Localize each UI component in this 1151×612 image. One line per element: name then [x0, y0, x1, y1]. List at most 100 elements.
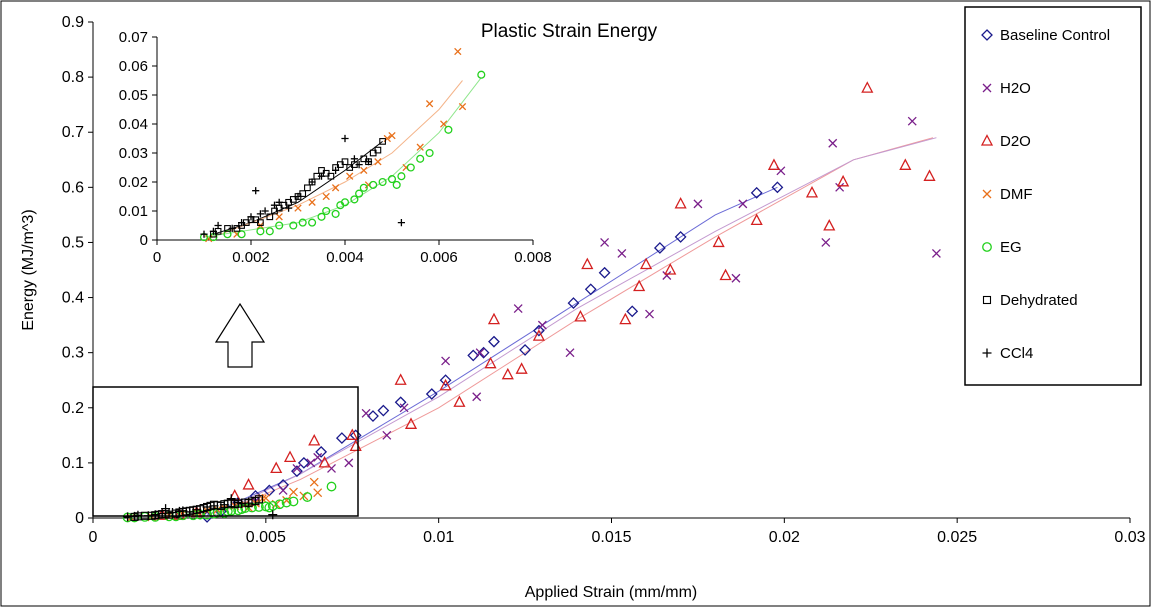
point-baseline-control [488, 335, 500, 348]
y-tick-label: 0.04 [119, 116, 148, 133]
legend-item-h2o: H2O [982, 80, 1031, 97]
point-eg [274, 499, 285, 510]
legend-marker-baseline-control [981, 29, 993, 41]
point-baseline-control [477, 346, 490, 359]
y-tick-label: 0.4 [62, 290, 84, 307]
inset-point-eg [331, 209, 340, 218]
inset-point-ccl4 [252, 187, 260, 195]
point-h2o [931, 249, 941, 258]
point-baseline-control [394, 396, 407, 409]
x-tick-label: 0 [153, 249, 161, 266]
y-tick-label: 0.5 [62, 234, 84, 251]
inset-point-dmf [425, 100, 434, 108]
point-h2o [835, 182, 845, 192]
x-tick-label: 0.015 [591, 529, 631, 546]
point-h2o [617, 249, 627, 258]
inset-point-eg [359, 183, 368, 192]
point-ccl4 [209, 501, 219, 511]
point-d2o [308, 433, 321, 446]
point-d2o [633, 279, 646, 292]
inset-point-ccl4 [261, 207, 269, 215]
point-h2o [821, 237, 831, 247]
inset-point-ccl4 [294, 192, 302, 201]
inset-point-dmf [346, 172, 354, 180]
point-baseline-control [335, 432, 348, 445]
x-axis-label: Applied Strain (mm/mm) [525, 584, 697, 601]
point-d2o [453, 395, 466, 407]
inset-point-dehydrated [304, 184, 311, 192]
y-tick-label: 0.7 [62, 124, 84, 141]
point-eg [302, 492, 313, 502]
point-dmf [289, 487, 298, 497]
point-baseline-control [425, 388, 438, 400]
point-baseline-control [653, 242, 666, 254]
legend-label: Dehydrated [1000, 292, 1078, 309]
point-h2o [475, 348, 485, 358]
point-ccl4 [150, 510, 160, 520]
point-d2o [861, 81, 874, 93]
inset-point-ccl4 [238, 219, 246, 227]
inset-point-ccl4 [228, 224, 236, 232]
point-ccl4 [133, 510, 143, 520]
legend-label: H2O [1000, 80, 1031, 97]
inset-point-eg [256, 227, 265, 236]
y-tick-label: 0.07 [119, 29, 148, 46]
x-tick-label: 0.01 [423, 529, 454, 546]
point-baseline-control [598, 266, 611, 279]
point-ccl4 [268, 510, 278, 520]
point-dmf [309, 477, 319, 487]
point-h2o [662, 271, 672, 280]
legend-label: DMF [1000, 186, 1033, 203]
inset-point-ccl4 [397, 219, 405, 227]
inset-point-dmf [360, 166, 368, 175]
point-h2o [600, 237, 610, 247]
legend-item-ccl4: CCl4 [982, 345, 1033, 362]
point-d2o [899, 158, 912, 170]
point-eg [267, 500, 278, 511]
main-y-ticks: 0 0.1 0.2 0.3 0.4 0.5 0.6 0.7 0.8 0.9 [62, 14, 93, 527]
legend-label: CCl4 [1000, 345, 1033, 362]
point-baseline-control [291, 465, 303, 478]
inset-point-eg [298, 218, 307, 227]
inset-point-ccl4 [270, 201, 279, 209]
inset-point-ccl4 [350, 155, 358, 163]
point-d2o [750, 213, 763, 226]
inset-x-ticks: 0 0.002 0.004 0.006 0.008 [153, 240, 552, 266]
legend-marker-ccl4 [982, 348, 992, 358]
point-h2o [399, 403, 409, 413]
inset-point-eg [444, 125, 453, 134]
inset-point-dehydrated [299, 190, 307, 197]
point-h2o [731, 273, 741, 283]
point-h2o [537, 320, 547, 330]
inset-point-ccl4 [209, 227, 217, 235]
inset-point-eg [237, 230, 246, 239]
inset-point-ccl4 [355, 161, 363, 169]
inset-point-eg [477, 70, 486, 79]
point-h2o [344, 458, 354, 468]
point-d2o [242, 478, 255, 490]
inset-point-eg [392, 180, 401, 189]
y-tick-label: 0 [140, 232, 148, 249]
inset-point-ccl4 [364, 158, 373, 166]
point-ccl4 [192, 505, 202, 515]
x-tick-label: 0.02 [769, 529, 800, 546]
inset-point-dehydrated [327, 172, 335, 180]
point-dehydrated [254, 495, 263, 504]
point-ccl4 [219, 500, 229, 510]
point-ccl4 [226, 494, 236, 504]
legend-marker-dmf [982, 189, 992, 199]
x-tick-label: 0.03 [1114, 529, 1145, 546]
inset-point-dmf [308, 198, 316, 206]
point-h2o [645, 309, 654, 319]
y-tick-label: 0.3 [62, 345, 84, 362]
legend-label: Baseline Control [1000, 27, 1110, 44]
legend-marker-d2o [980, 134, 994, 146]
point-baseline-control [367, 410, 379, 422]
point-h2o [441, 356, 451, 366]
point-d2o [805, 185, 819, 198]
point-dmf [313, 488, 323, 498]
point-d2o [283, 450, 297, 463]
point-h2o [907, 116, 917, 126]
